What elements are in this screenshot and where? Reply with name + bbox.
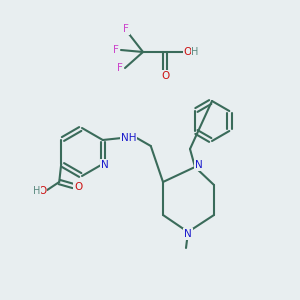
Text: N: N	[101, 160, 109, 170]
Text: NH: NH	[121, 133, 136, 143]
Text: F: F	[123, 24, 129, 34]
Text: O: O	[161, 71, 169, 81]
Text: H: H	[32, 186, 40, 196]
Text: N: N	[184, 229, 192, 239]
Text: H: H	[191, 47, 199, 57]
Text: O: O	[74, 182, 82, 192]
Text: F: F	[113, 45, 119, 55]
Text: O: O	[38, 186, 46, 196]
Text: N: N	[195, 160, 203, 170]
Text: F: F	[117, 63, 123, 73]
Text: O: O	[184, 47, 192, 57]
